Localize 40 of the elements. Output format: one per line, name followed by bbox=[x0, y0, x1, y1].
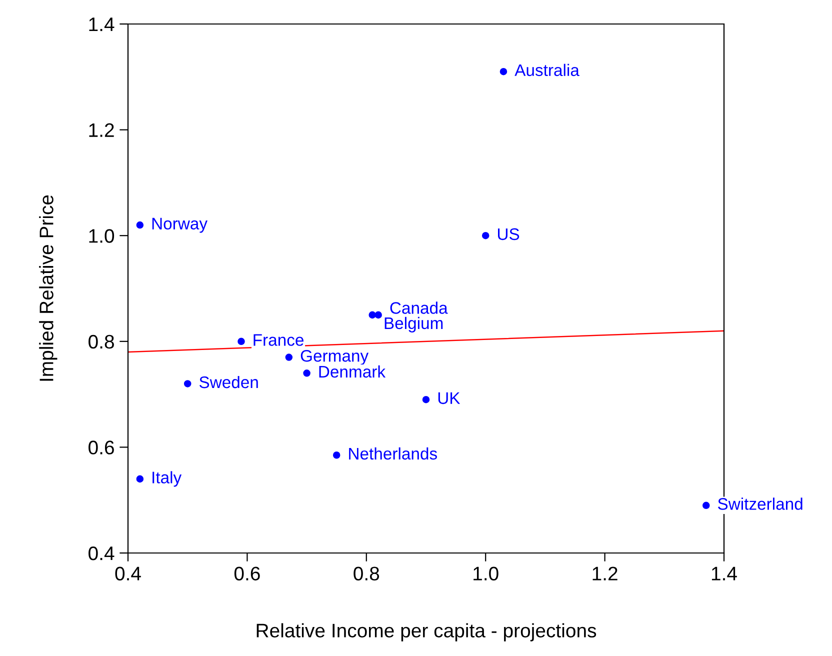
x-tick-label: 0.6 bbox=[234, 566, 260, 580]
annotation: Australia bbox=[514, 64, 580, 76]
annotation: Norway bbox=[152, 218, 208, 233]
point bbox=[482, 232, 490, 240]
x-tick-label: 0.8 bbox=[354, 566, 380, 580]
point bbox=[332, 451, 340, 459]
annotation: France bbox=[254, 334, 304, 346]
point bbox=[136, 221, 144, 229]
point bbox=[184, 380, 192, 388]
point bbox=[238, 338, 245, 346]
y-tick-label: 1.2 bbox=[89, 123, 114, 137]
y-tick-label: 0.4 bbox=[88, 546, 114, 560]
y-tick-label: 0.6 bbox=[88, 440, 114, 454]
point bbox=[702, 502, 710, 510]
x-tick-label: 0.4 bbox=[115, 566, 141, 580]
annotation: Canada bbox=[390, 302, 448, 314]
y-axis-title: Implied Relative Price bbox=[39, 195, 58, 381]
point bbox=[285, 354, 293, 361]
point bbox=[136, 475, 144, 483]
point bbox=[303, 370, 310, 377]
x-tick-label: 1.0 bbox=[474, 566, 498, 580]
x-tick-label: 1.2 bbox=[592, 566, 618, 580]
annotation: Sweden bbox=[199, 376, 258, 388]
point bbox=[374, 311, 382, 319]
point bbox=[500, 68, 508, 76]
annotation: Germany bbox=[300, 350, 369, 366]
point bbox=[422, 396, 430, 404]
y-tick-label: 1.4 bbox=[89, 18, 114, 32]
annotation: Belgium bbox=[384, 316, 443, 332]
annotation: Netherlands bbox=[349, 447, 437, 460]
x-axis-title: Relative Income per capita - projections bbox=[256, 623, 596, 642]
y-tick-label: 1.0 bbox=[89, 229, 114, 243]
annotation: Italy bbox=[152, 471, 182, 487]
annotation: US bbox=[498, 228, 520, 240]
y-tick-label: 0.8 bbox=[88, 334, 114, 349]
annotation: Denmark bbox=[319, 365, 386, 378]
annotation: UK bbox=[438, 392, 460, 404]
point bbox=[368, 311, 376, 319]
annotation: Switzerland bbox=[718, 498, 802, 510]
x-tick-label: 1.4 bbox=[712, 566, 737, 580]
